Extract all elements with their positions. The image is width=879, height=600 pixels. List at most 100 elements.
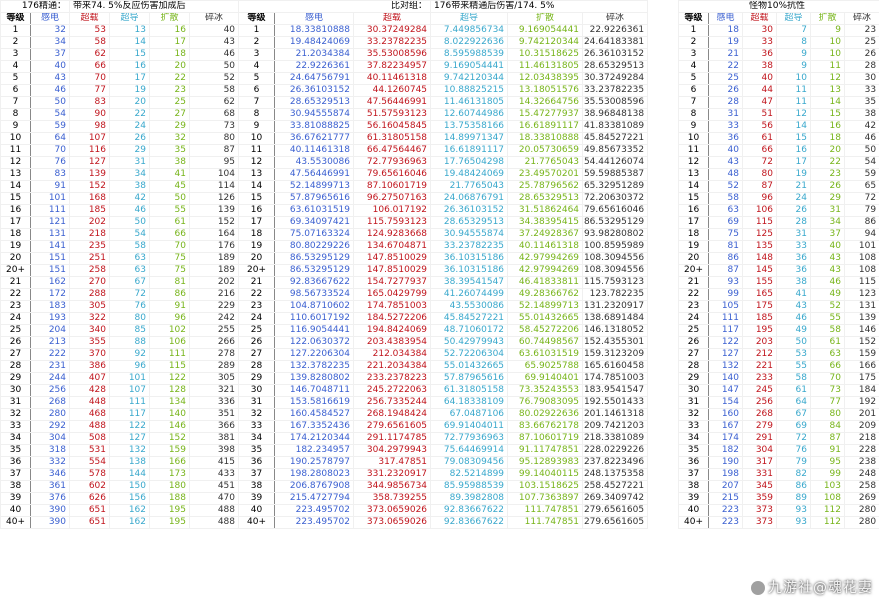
- value-cell: 37: [810, 228, 845, 241]
- table-row: 3 21.2034384 35.53008596 8.595988539 10.3151…: [238, 48, 649, 61]
- table-row: 9 33.81088825 56.16045845 13.75358166 16.618…: [238, 120, 649, 133]
- value-cell: 103: [810, 480, 845, 493]
- table-row: 15 58 96 24 29 72: [678, 192, 879, 205]
- table-row: 10 36 61 15 18 46: [678, 132, 879, 145]
- table-row: 22 98.56733524 165.0429799 41.26074499 49.28…: [238, 288, 649, 301]
- value-cell: 41: [776, 288, 811, 301]
- value-cell: 258.4527221: [582, 480, 649, 493]
- value-cell: 132: [109, 444, 150, 457]
- value-cell: 17: [149, 36, 190, 49]
- value-cell: 17: [109, 72, 150, 85]
- value-cell: 81: [149, 276, 190, 289]
- value-cell: 345: [742, 480, 777, 493]
- table-row: 2 19 33 8 10 25: [678, 36, 879, 49]
- value-cell: 115.7593123: [352, 216, 432, 229]
- value-cell: 150: [109, 480, 150, 493]
- table-row: 31 154 256 64 77 192: [678, 396, 879, 409]
- value-cell: 63: [708, 204, 743, 217]
- value-cell: 80: [742, 168, 777, 181]
- table-row: 33 167.3352436 279.6561605 69.91404011 83.66…: [238, 420, 649, 433]
- value-cell: 89.3982808: [430, 492, 509, 505]
- level-cell: 21: [678, 276, 709, 289]
- right-reaction-table: 怪物10%抗性 等级 感电 超载 超导 扩散 碎冰 1 18 30 7 9 23 2 19 33 8 10 25 3…: [677, 0, 879, 529]
- value-cell: 28: [708, 96, 743, 109]
- table-row: 12 76 127 31 38 95: [0, 156, 240, 169]
- value-cell: 29: [810, 192, 845, 205]
- level-cell: 22: [0, 288, 31, 301]
- value-cell: 152: [69, 180, 110, 193]
- value-cell: 54.44126074: [582, 156, 649, 169]
- value-cell: 470: [188, 492, 240, 505]
- table-row: 16 63.61031519 106.017192 26.36103152 31.518…: [238, 204, 649, 217]
- level-cell: 1: [678, 24, 709, 37]
- table-row: 35 318 531 132 159 398: [0, 444, 240, 457]
- level-cell: 11: [678, 144, 709, 157]
- value-cell: 63.61031519: [274, 204, 354, 217]
- value-cell: 15: [810, 108, 845, 121]
- value-cell: 268.1948424: [352, 408, 432, 421]
- value-cell: 92.83667622: [430, 504, 509, 517]
- table-row: 16 63 106 26 31 79: [678, 204, 879, 217]
- value-cell: 24.64183381: [582, 36, 649, 49]
- value-cell: 47.56446991: [274, 168, 354, 181]
- value-cell: 49: [810, 288, 845, 301]
- value-cell: 42: [843, 120, 879, 133]
- value-cell: 256.7335244: [352, 396, 432, 409]
- value-cell: 147.8510029: [352, 264, 432, 277]
- level-cell: 28: [0, 360, 31, 373]
- level-cell: 3: [678, 48, 709, 61]
- value-cell: 305: [188, 372, 240, 385]
- table-row: 20+ 87 145 36 43 108: [678, 264, 879, 277]
- value-cell: 56.16045845: [352, 120, 432, 133]
- value-cell: 213: [30, 336, 70, 349]
- table-row: 5 25 40 10 12 30: [678, 72, 879, 85]
- value-cell: 52: [708, 180, 743, 193]
- value-cell: 26: [843, 48, 879, 61]
- value-cell: 101: [30, 192, 70, 205]
- value-cell: 159.3123209: [582, 348, 649, 361]
- value-cell: 33.23782235: [352, 36, 432, 49]
- value-cell: 66: [810, 360, 845, 373]
- value-cell: 86: [776, 480, 811, 493]
- value-cell: 34: [810, 216, 845, 229]
- left-column-header: 感电: [30, 12, 70, 25]
- value-cell: 182: [708, 444, 743, 457]
- level-cell: 40: [0, 504, 31, 517]
- value-cell: 174.2120344: [274, 432, 354, 445]
- value-cell: 34: [30, 36, 70, 49]
- value-cell: 18: [149, 48, 190, 61]
- middle-column-header: 超载: [352, 12, 432, 25]
- value-cell: 89: [776, 492, 811, 505]
- value-cell: 222: [30, 348, 70, 361]
- value-cell: 11.46131805: [430, 96, 509, 109]
- value-cell: 127: [708, 348, 743, 361]
- value-cell: 223: [708, 516, 743, 529]
- table-row: 35 182 304 76 91 228: [678, 444, 879, 457]
- value-cell: 140: [149, 408, 190, 421]
- table-row: 30 147 245 61 73 184: [678, 384, 879, 397]
- value-cell: 50: [843, 144, 879, 157]
- value-cell: 43.5530086: [430, 300, 509, 313]
- value-cell: 73.35243553: [507, 384, 584, 397]
- value-cell: 33: [776, 240, 811, 253]
- table-row: 6 26 44 11 13 33: [678, 84, 879, 97]
- value-cell: 96: [742, 192, 777, 205]
- value-cell: 41.26074499: [430, 288, 509, 301]
- level-cell: 35: [0, 444, 31, 457]
- level-cell: 2: [678, 36, 709, 49]
- level-cell: 20+: [0, 264, 31, 277]
- value-cell: 173: [149, 468, 190, 481]
- left-title: 带来74. 5%反应伤害加成后: [68, 0, 240, 13]
- value-cell: 36: [742, 48, 777, 61]
- table-row: 3 21 36 9 10 26: [678, 48, 879, 61]
- table-row: 36 190.2578797 317.47851 79.08309456 95.1289…: [238, 456, 649, 469]
- table-row: 17 69.34097421 115.7593123 28.65329513 34.38…: [238, 216, 649, 229]
- value-cell: 180: [149, 480, 190, 493]
- value-cell: 21.2034384: [274, 48, 354, 61]
- table-row: 37 346 578 144 173 433: [0, 468, 240, 481]
- left-reaction-table: 176精通： 带来74. 5%反应伤害加成后 等级 感电 超载 超导 扩散 碎冰 1 32 53…: [0, 0, 240, 529]
- value-cell: 73: [810, 384, 845, 397]
- value-cell: 268: [30, 396, 70, 409]
- value-cell: 107: [69, 132, 110, 145]
- value-cell: 49.85673352: [582, 144, 649, 157]
